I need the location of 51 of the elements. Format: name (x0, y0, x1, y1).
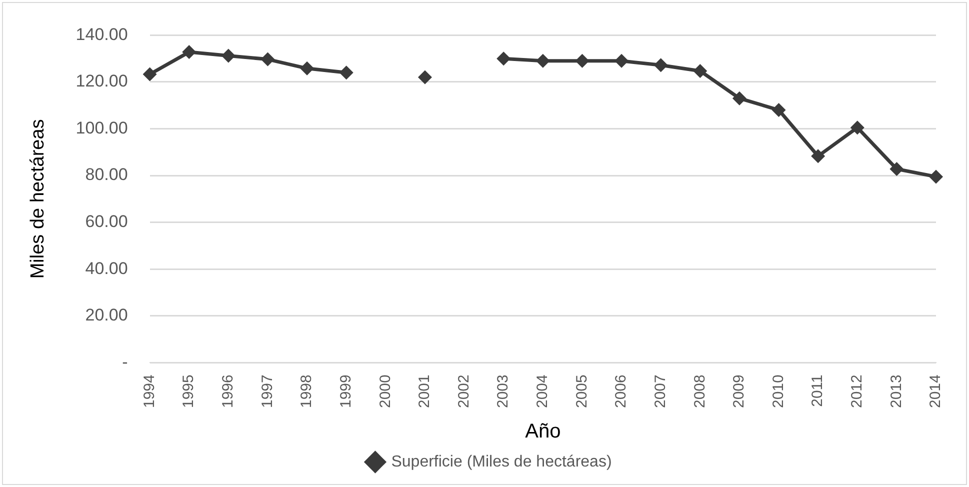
x-tick-label: 2011 (809, 374, 826, 407)
point (772, 103, 786, 118)
point (693, 64, 708, 78)
x-tick-label: 2005 (573, 374, 590, 408)
x-tick-label: 2002 (455, 374, 472, 408)
x-tick-label: 2013 (888, 374, 905, 408)
point (300, 61, 314, 76)
y-tick-label: 80.00 (85, 165, 128, 184)
x-tick-label: 2008 (691, 374, 708, 408)
point (418, 70, 432, 84)
x-axis-title: Año (525, 420, 561, 443)
point (614, 54, 629, 68)
point (890, 162, 904, 176)
x-tick-label: 2007 (652, 374, 669, 408)
point (182, 45, 196, 60)
x-tick-label: 1997 (258, 374, 276, 408)
point (536, 54, 550, 68)
point (929, 170, 943, 184)
y-tick-label: 20.00 (85, 306, 128, 325)
x-tick-label: 2009 (730, 374, 748, 408)
x-tick-label: 2000 (376, 374, 394, 408)
y-tick-label: - (122, 352, 128, 372)
x-tick-label: 2006 (612, 374, 630, 408)
x-tick-label: 2010 (770, 374, 787, 408)
x-tick-label: 1999 (337, 374, 354, 408)
y-tick-label: 60.00 (85, 212, 128, 231)
point (339, 66, 354, 80)
point (575, 54, 590, 68)
y-tick-label: 120.00 (76, 72, 128, 91)
y-tick-label: 100.00 (76, 118, 128, 138)
y-tick-label: 40.00 (85, 258, 128, 278)
x-tick-label: 2001 (416, 374, 434, 408)
x-tick-label: 2003 (494, 374, 512, 408)
point (221, 48, 236, 63)
point (496, 52, 511, 66)
x-tick-label: 2014 (927, 374, 944, 408)
point (811, 149, 826, 164)
x-tick-label: 2012 (848, 374, 866, 408)
y-tick-label: 140.00 (76, 24, 128, 44)
y-axis-title: Miles de hectáreas (28, 119, 49, 279)
point (260, 52, 275, 66)
x-tick-label: 1998 (298, 374, 316, 408)
legend-label: Superficie (Miles de hectáreas) (391, 453, 612, 470)
x-tick-label: 1996 (220, 374, 237, 408)
x-tick-label: 1995 (180, 374, 198, 408)
point (654, 58, 668, 72)
x-tick-label: 2004 (534, 374, 552, 408)
point (850, 120, 864, 135)
x-tick-label: 1994 (140, 374, 158, 408)
point (732, 91, 746, 106)
point (142, 67, 157, 82)
